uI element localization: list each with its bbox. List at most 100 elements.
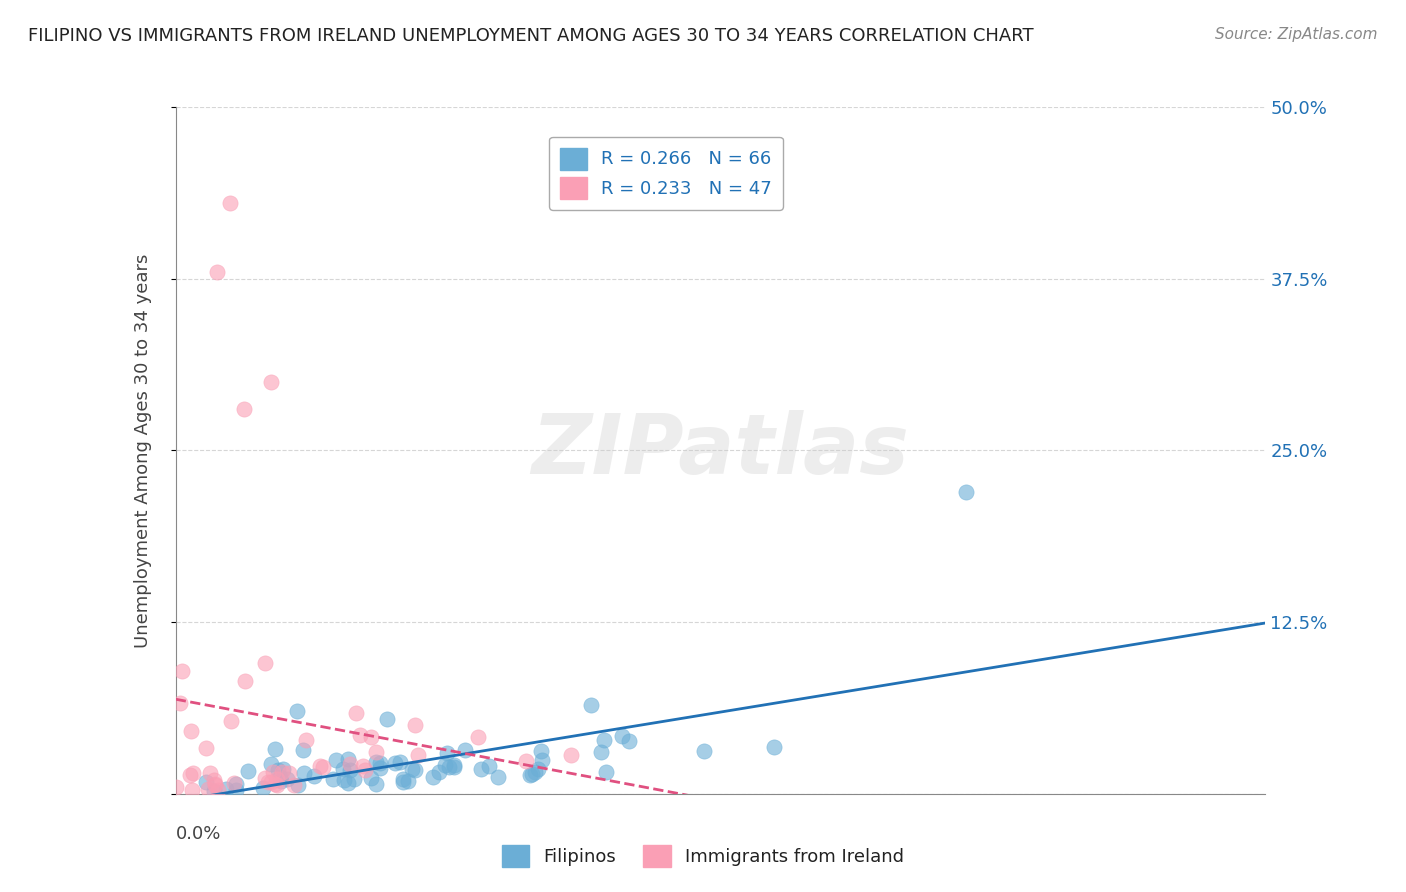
Immigrants from Ireland <box>560 747 582 762</box>
Immigrants from Ireland <box>253 771 276 785</box>
Immigrants from Ireland <box>180 723 202 738</box>
Filipinos <box>202 784 225 798</box>
Immigrants from Ireland <box>277 765 299 780</box>
Legend: Filipinos, Immigrants from Ireland: Filipinos, Immigrants from Ireland <box>495 838 911 874</box>
Filipinos <box>437 760 460 774</box>
Filipinos <box>325 753 347 767</box>
Filipinos <box>238 764 260 778</box>
Filipinos <box>336 776 359 790</box>
Filipinos <box>194 775 217 789</box>
Immigrants from Ireland <box>515 754 537 768</box>
Filipinos <box>364 776 387 790</box>
Filipinos <box>693 744 716 758</box>
Immigrants from Ireland <box>219 196 242 211</box>
Immigrants from Ireland <box>354 763 377 777</box>
Immigrants from Ireland <box>169 696 191 710</box>
Filipinos <box>252 780 274 795</box>
Text: ZIPatlas: ZIPatlas <box>531 410 910 491</box>
Immigrants from Ireland <box>308 759 330 773</box>
Immigrants from Ireland <box>202 772 225 787</box>
Immigrants from Ireland <box>221 714 243 728</box>
Filipinos <box>478 759 501 773</box>
Filipinos <box>763 740 786 755</box>
Filipinos <box>579 698 602 713</box>
Filipinos <box>215 781 238 796</box>
Immigrants from Ireland <box>283 778 305 792</box>
Immigrants from Ireland <box>360 730 382 744</box>
Filipinos <box>422 770 444 784</box>
Immigrants from Ireland <box>195 740 218 755</box>
Immigrants from Ireland <box>266 778 288 792</box>
Filipinos <box>339 763 361 777</box>
Immigrants from Ireland <box>266 772 288 786</box>
Filipinos <box>225 783 247 797</box>
Filipinos <box>368 756 391 770</box>
Filipinos <box>267 764 290 778</box>
Filipinos <box>396 774 419 789</box>
Filipinos <box>389 756 412 770</box>
Filipinos <box>292 766 315 780</box>
Filipinos <box>527 762 550 776</box>
Immigrants from Ireland <box>404 718 426 732</box>
Immigrants from Ireland <box>204 776 226 790</box>
Filipinos <box>434 758 457 772</box>
Immigrants from Ireland <box>207 782 229 797</box>
Filipinos <box>486 770 509 784</box>
Immigrants from Ireland <box>352 759 374 773</box>
Filipinos <box>377 712 399 726</box>
Immigrants from Ireland <box>344 706 367 720</box>
Text: 0.0%: 0.0% <box>176 825 221 843</box>
Immigrants from Ireland <box>205 265 228 279</box>
Filipinos <box>270 773 292 788</box>
Filipinos <box>364 755 387 769</box>
Text: FILIPINO VS IMMIGRANTS FROM IRELAND UNEMPLOYMENT AMONG AGES 30 TO 34 YEARS CORRE: FILIPINO VS IMMIGRANTS FROM IRELAND UNEM… <box>28 27 1033 45</box>
Immigrants from Ireland <box>311 760 333 774</box>
Filipinos <box>427 764 450 779</box>
Filipinos <box>322 772 344 787</box>
Filipinos <box>260 757 283 772</box>
Filipinos <box>454 743 477 757</box>
Filipinos <box>955 484 977 499</box>
Filipinos <box>368 761 391 775</box>
Filipinos <box>470 762 492 776</box>
Filipinos <box>436 746 458 760</box>
Filipinos <box>287 778 309 792</box>
Y-axis label: Unemployment Among Ages 30 to 34 years: Unemployment Among Ages 30 to 34 years <box>134 253 152 648</box>
Text: Source: ZipAtlas.com: Source: ZipAtlas.com <box>1215 27 1378 42</box>
Filipinos <box>392 772 415 786</box>
Filipinos <box>360 771 382 785</box>
Immigrants from Ireland <box>349 728 371 742</box>
Filipinos <box>302 769 325 783</box>
Filipinos <box>595 764 617 779</box>
Immigrants from Ireland <box>264 777 287 791</box>
Immigrants from Ireland <box>197 781 219 796</box>
Filipinos <box>264 742 287 756</box>
Immigrants from Ireland <box>222 776 245 790</box>
Filipinos <box>522 767 544 781</box>
Immigrants from Ireland <box>366 745 388 759</box>
Filipinos <box>531 754 554 768</box>
Filipinos <box>443 758 465 772</box>
Immigrants from Ireland <box>232 402 254 417</box>
Legend: R = 0.266   N = 66, R = 0.233   N = 47: R = 0.266 N = 66, R = 0.233 N = 47 <box>550 136 783 210</box>
Immigrants from Ireland <box>256 774 278 789</box>
Filipinos <box>292 743 315 757</box>
Filipinos <box>225 777 247 791</box>
Filipinos <box>612 729 634 743</box>
Immigrants from Ireland <box>295 733 318 747</box>
Filipinos <box>285 704 308 718</box>
Filipinos <box>336 751 359 765</box>
Filipinos <box>271 762 294 776</box>
Filipinos <box>332 762 354 776</box>
Immigrants from Ireland <box>181 783 204 797</box>
Filipinos <box>333 773 356 788</box>
Filipinos <box>269 771 291 785</box>
Filipinos <box>401 762 423 776</box>
Immigrants from Ireland <box>339 757 361 772</box>
Filipinos <box>617 733 640 747</box>
Filipinos <box>384 756 406 770</box>
Filipinos <box>404 763 426 777</box>
Immigrants from Ireland <box>271 764 294 779</box>
Immigrants from Ireland <box>467 731 489 745</box>
Filipinos <box>276 772 298 786</box>
